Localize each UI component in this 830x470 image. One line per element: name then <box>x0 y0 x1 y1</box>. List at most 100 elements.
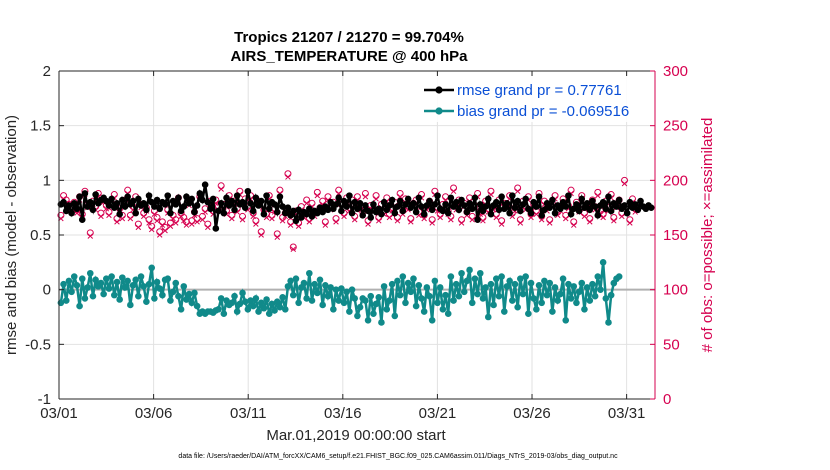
obs-assimilated-point <box>199 216 206 223</box>
rmse-point <box>124 193 131 201</box>
bias-point <box>124 277 131 285</box>
bias-point <box>388 280 396 288</box>
rmse-point <box>466 199 473 207</box>
rmse-point <box>426 197 433 205</box>
bias-point <box>311 280 318 288</box>
obs-assimilated-point <box>322 222 329 228</box>
bias-point <box>607 291 615 299</box>
bias-point <box>420 308 428 315</box>
obs-assimilated-stroke <box>458 220 465 226</box>
rmse-point <box>314 209 321 217</box>
bias-point <box>362 297 369 304</box>
rmse-point <box>351 198 359 206</box>
rmse-point <box>647 204 655 211</box>
y-axis-label: rmse and bias (model - observation) <box>3 115 20 355</box>
obs-assimilated-point <box>87 233 94 239</box>
y-tick-label-0: -1 <box>38 391 51 408</box>
rmse-point <box>252 194 260 202</box>
bias-point <box>399 273 407 280</box>
bias-point <box>492 275 500 283</box>
rmse-point <box>81 190 89 197</box>
rmse-point <box>188 195 196 203</box>
rmse-point <box>86 198 94 206</box>
obs-assimilated-point <box>514 188 521 195</box>
bias-point <box>84 284 91 291</box>
obs-assimilated-point <box>202 209 208 215</box>
bias-point <box>615 273 623 280</box>
obs-assimilated-point <box>239 216 246 223</box>
obs-assimilated-stroke <box>274 234 281 240</box>
rmse-point <box>533 203 540 210</box>
obs-assimilated-point <box>581 213 588 220</box>
obs-assimilated-stroke <box>199 216 206 223</box>
bias-point <box>471 275 479 283</box>
bias-point <box>292 275 300 283</box>
x-axis-label: Mar.01,2019 00:00:00 start <box>266 427 446 444</box>
y-tick-label-6: 2 <box>43 63 51 80</box>
rmse-point <box>602 205 610 213</box>
bias-point <box>501 308 508 315</box>
obs-assimilated-point <box>373 196 379 202</box>
bias-point <box>177 306 185 313</box>
bias-point <box>354 312 361 320</box>
bias-point <box>97 279 105 287</box>
rmse-point <box>356 199 364 207</box>
obs-assimilated-stroke <box>194 219 200 225</box>
rmse-point <box>519 201 527 208</box>
obs-assimilated-stroke <box>325 197 331 203</box>
obs-assimilated-stroke <box>114 219 120 225</box>
rmse-point <box>370 201 377 208</box>
obs-assimilated-point <box>250 213 256 220</box>
rmse-point <box>546 204 554 211</box>
rmse-point <box>573 201 580 208</box>
rmse-point <box>501 205 508 213</box>
bias-point <box>562 316 570 324</box>
rmse-point <box>132 209 139 217</box>
obs-assimilated-point <box>619 213 625 220</box>
rmse-point <box>484 195 492 203</box>
bias-point <box>231 292 238 300</box>
bias-point <box>60 280 67 288</box>
bias-point <box>322 281 329 289</box>
rmse-point <box>151 203 158 210</box>
y-right-tick-label-3: 150 <box>663 227 688 244</box>
bias-point <box>570 283 578 290</box>
bias-point <box>327 284 334 291</box>
bias-point <box>135 292 142 300</box>
obs-assimilated-stroke <box>394 218 401 224</box>
rmse-point <box>257 197 265 205</box>
bias-point <box>386 297 393 304</box>
bias-point <box>407 288 415 296</box>
bias-point <box>180 283 188 290</box>
obs-assimilated-point <box>148 226 155 233</box>
bias-point <box>549 308 556 315</box>
rmse-point <box>129 197 137 205</box>
obs-assimilated-stroke <box>189 221 195 227</box>
bias-point <box>273 298 281 305</box>
rmse-point <box>583 199 591 207</box>
obs-assimilated-point <box>229 215 235 222</box>
bias-point <box>119 274 126 281</box>
obs-assimilated-point <box>627 220 633 226</box>
bias-point <box>495 292 503 300</box>
bias-point <box>458 269 465 277</box>
bias-point <box>605 319 612 326</box>
bias-point <box>335 297 342 304</box>
bias-point <box>375 294 383 301</box>
rmse-point <box>396 197 404 205</box>
bias-point <box>460 288 468 296</box>
bias-point <box>148 264 156 272</box>
x-tick-label-0: 03/01 <box>40 405 78 422</box>
obs-assimilated-point <box>306 219 313 225</box>
rmse-point <box>239 198 246 206</box>
obs-assimilated-stroke <box>172 220 179 226</box>
obs-assimilated-point <box>287 222 294 228</box>
bias-point <box>538 299 545 307</box>
bias-point <box>578 279 586 287</box>
rmse-point <box>613 203 620 210</box>
rmse-point <box>143 206 150 214</box>
rmse-point <box>172 201 180 208</box>
obs-assimilated-stroke <box>480 218 486 224</box>
obs-assimilated-stroke <box>362 193 369 200</box>
bias-point <box>557 290 564 298</box>
